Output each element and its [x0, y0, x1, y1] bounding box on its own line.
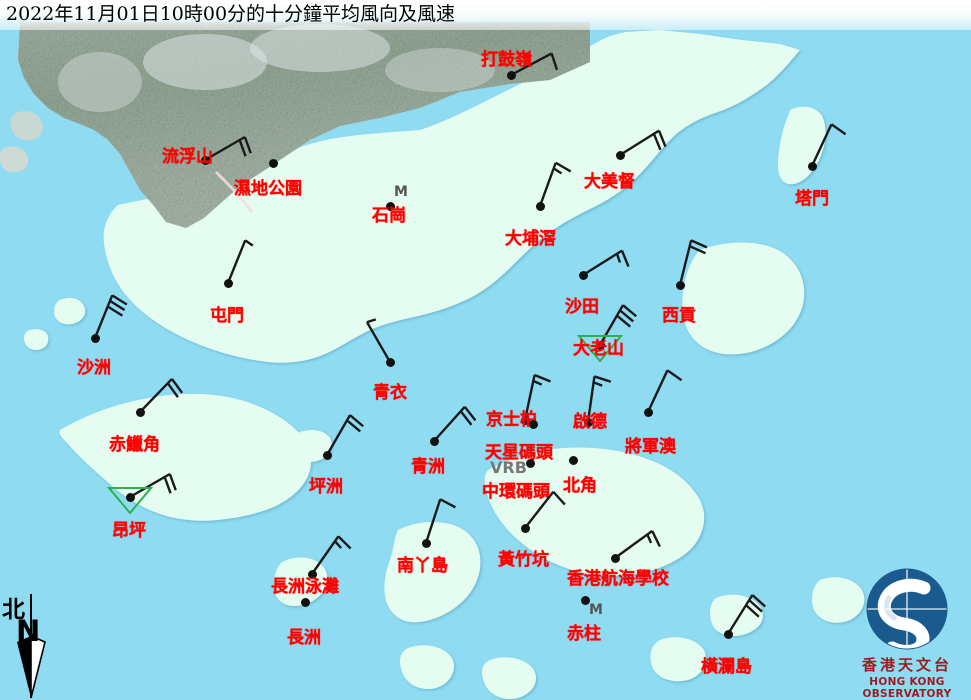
- station-dot: [520, 415, 530, 425]
- station-label: 香港航海學校: [567, 569, 669, 589]
- station-dot: [583, 417, 593, 427]
- station-dot: [200, 155, 210, 165]
- station-label: 濕地公園: [234, 179, 302, 199]
- station-dot: [223, 278, 233, 288]
- station-dot: [421, 538, 431, 548]
- missing-data-mark: M: [589, 602, 603, 618]
- mainland-satellite-imagery: [0, 22, 590, 228]
- station-label: 西貢: [662, 306, 696, 326]
- station-dot: [610, 553, 620, 563]
- hko-logo-text-en: HONG KONG OBSERVATORY: [862, 676, 952, 700]
- station-label: 黃竹坑: [498, 550, 549, 570]
- station-label: 石崗: [372, 206, 406, 226]
- north-arrow-label-cn: 北: [2, 596, 25, 623]
- station-dot: [322, 450, 332, 460]
- station-dot: [385, 357, 395, 367]
- station-label: 沙洲: [77, 358, 111, 378]
- station-dot: [525, 458, 535, 468]
- station-dot: [520, 523, 530, 533]
- station-label: 長洲泳灘: [271, 577, 339, 597]
- station-dot: [125, 492, 135, 502]
- station-dot: [307, 569, 317, 579]
- hko-logo-text-cn: 香港天文台: [861, 656, 952, 674]
- station-dot: [580, 595, 590, 605]
- station-dot: [300, 597, 310, 607]
- missing-data-mark: M: [394, 184, 408, 200]
- station-label: 屯門: [210, 306, 244, 326]
- station-dot: [429, 436, 439, 446]
- station-dot: [506, 70, 516, 80]
- station-label: 赤鱲角: [109, 435, 160, 455]
- station-label: 橫瀾島: [701, 657, 752, 677]
- station-label: 南丫島: [397, 556, 448, 576]
- north-arrow-needle: [17, 594, 46, 699]
- station-dot: [723, 629, 733, 639]
- station-label: 塔門: [795, 189, 829, 209]
- station-dot: [385, 201, 395, 211]
- station-label: 坪洲: [309, 477, 343, 497]
- station-dot: [535, 201, 545, 211]
- north-arrow: 北 N: [2, 592, 64, 700]
- station-label: 昂坪: [112, 521, 146, 541]
- station-dot: [135, 407, 145, 417]
- station-label: 大美督: [584, 172, 635, 192]
- station-dot: [578, 270, 588, 280]
- station-label: 大埔滘: [505, 229, 556, 249]
- station-dot: [807, 161, 817, 171]
- hko-logo: 香港天文台 HONG KONG OBSERVATORY: [846, 566, 968, 700]
- station-dot: [268, 158, 278, 168]
- station-dot: [90, 333, 100, 343]
- station-label: 京士柏: [486, 410, 537, 430]
- station-label: 將軍澳: [625, 437, 676, 457]
- title-background-fade: [0, 0, 971, 30]
- station-label: 大老山: [573, 339, 624, 359]
- station-dot: [595, 340, 605, 350]
- station-label: 北角: [563, 476, 597, 496]
- north-arrow-label-en: N: [16, 614, 41, 648]
- station-label: 沙田: [565, 297, 599, 317]
- station-dot: [568, 455, 578, 465]
- station-label: 打鼓嶺: [481, 50, 532, 70]
- station-label: 赤柱: [567, 624, 601, 644]
- station-label: 長洲: [287, 628, 321, 648]
- station-label: 流浮山: [162, 147, 213, 167]
- station-label: 天星碼頭: [485, 443, 553, 463]
- variable-wind-mark: VRB: [490, 458, 527, 477]
- station-label: 青衣: [373, 383, 407, 403]
- station-dot: [528, 419, 538, 429]
- page-title: 2022年11月01日10時00分的十分鐘平均風向及風速: [6, 3, 456, 25]
- station-dot: [643, 407, 653, 417]
- station-label: 青洲: [411, 457, 445, 477]
- station-label: 中環碼頭: [482, 482, 550, 502]
- station-dot: [675, 280, 685, 290]
- hko-logo-mark: [866, 568, 948, 650]
- station-dot: [615, 150, 625, 160]
- station-label: 啟德: [573, 412, 607, 432]
